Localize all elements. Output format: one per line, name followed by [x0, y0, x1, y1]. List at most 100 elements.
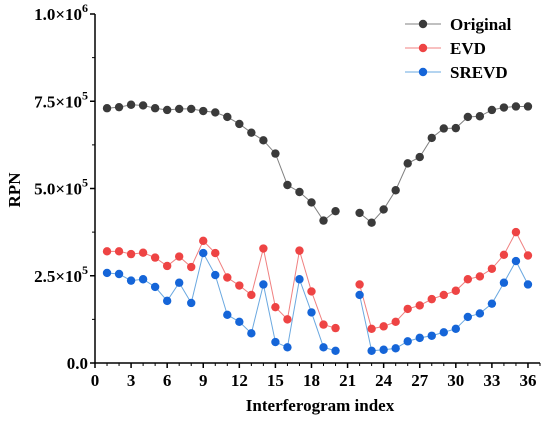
y-tick-label: 5.0×105: [34, 176, 88, 199]
x-tick-label: 30: [447, 371, 464, 390]
x-axis-ticks: 0 3 6 9 12 15 18 21 24 27 30 33 36: [91, 363, 541, 390]
data-point-original: [355, 208, 364, 218]
data-point-srevd: [150, 282, 160, 292]
legend: Original EVD SREVD: [405, 15, 512, 82]
data-point-original: [174, 104, 184, 114]
data-point-original: [307, 198, 316, 207]
data-point-evd: [415, 301, 424, 310]
data-point-evd: [271, 302, 280, 312]
data-point-original: [511, 102, 521, 111]
data-point-evd: [379, 322, 388, 331]
data-point-srevd: [331, 346, 340, 355]
data-point-evd: [211, 248, 220, 258]
data-point-original: [150, 104, 160, 113]
data-point-original: [331, 206, 340, 216]
data-point-evd: [319, 320, 328, 329]
x-tick-label: 6: [163, 371, 172, 390]
data-point-original: [259, 136, 268, 145]
series-line-srevd: [359, 260, 529, 352]
data-point-srevd: [355, 290, 364, 300]
data-point-evd: [403, 304, 412, 314]
data-point-srevd: [283, 343, 292, 352]
data-point-original: [295, 187, 304, 197]
data-point-evd: [295, 246, 304, 255]
data-point-srevd: [499, 278, 509, 287]
data-point-srevd: [211, 270, 220, 280]
data-point-srevd: [247, 329, 256, 338]
x-tick-label: 12: [231, 371, 248, 390]
data-point-srevd: [427, 331, 436, 340]
data-point-original: [162, 105, 172, 115]
data-point-original: [499, 103, 509, 112]
x-tick-label: 9: [199, 371, 208, 390]
data-point-original: [138, 101, 148, 110]
data-point-evd: [138, 248, 148, 257]
data-point-original: [114, 102, 124, 112]
legend-label-evd: EVD: [450, 39, 486, 58]
x-tick-label: 0: [91, 371, 100, 390]
data-point-original: [367, 218, 376, 227]
data-point-original: [223, 112, 232, 122]
data-point-original: [487, 105, 497, 115]
data-point-srevd: [415, 333, 424, 343]
data-point-evd: [307, 287, 316, 296]
data-point-srevd: [126, 276, 136, 285]
legend-label-srevd: SREVD: [450, 63, 508, 82]
data-point-original: [475, 112, 485, 121]
data-point-original: [102, 104, 112, 113]
y-tick-label: 0.0: [67, 354, 88, 373]
data-point-original: [379, 205, 388, 214]
data-point-evd: [355, 280, 364, 289]
data-point-srevd: [307, 308, 316, 317]
legend-marker-srevd: [418, 67, 428, 77]
data-point-evd: [162, 261, 172, 271]
x-tick-label: 24: [375, 371, 393, 390]
data-point-srevd: [367, 346, 376, 355]
data-point-original: [271, 149, 280, 158]
y-tick-label: 2.5×105: [34, 263, 88, 286]
data-point-original: [247, 128, 256, 137]
series-line-original: [106, 104, 336, 222]
data-point-original: [391, 186, 400, 195]
data-point-evd: [523, 251, 533, 260]
data-point-srevd: [114, 269, 124, 279]
data-point-srevd: [379, 345, 388, 354]
data-point-srevd: [199, 248, 208, 258]
data-point-srevd: [319, 343, 328, 352]
data-point-evd: [511, 227, 521, 237]
data-point-original: [415, 152, 424, 162]
data-point-srevd: [162, 296, 172, 306]
data-point-original: [211, 108, 220, 117]
data-point-evd: [114, 247, 124, 256]
data-point-evd: [427, 294, 436, 304]
data-point-original: [439, 124, 448, 133]
data-point-original: [187, 104, 196, 114]
data-point-srevd: [463, 312, 473, 322]
data-point-original: [403, 159, 412, 168]
data-point-srevd: [475, 309, 485, 318]
data-point-srevd: [487, 299, 497, 308]
data-point-original: [319, 216, 328, 225]
data-point-srevd: [391, 344, 400, 353]
data-point-evd: [223, 273, 232, 282]
data-point-evd: [463, 275, 473, 284]
x-tick-label: 15: [267, 371, 284, 390]
legend-marker-evd: [418, 43, 428, 53]
data-point-srevd: [523, 280, 533, 289]
data-point-srevd: [403, 337, 412, 346]
data-point-evd: [487, 264, 497, 273]
data-point-evd: [174, 252, 184, 261]
data-point-evd: [187, 262, 196, 272]
x-tick-label: 18: [303, 371, 320, 390]
series-layer: [102, 100, 533, 355]
y-tick-label: 1.0×106: [34, 1, 88, 24]
data-point-original: [199, 106, 208, 116]
x-tick-label: 21: [339, 371, 356, 390]
x-axis-title: Interferogram index: [246, 396, 395, 415]
data-point-srevd: [187, 298, 196, 308]
legend-label-original: Original: [450, 15, 512, 34]
data-point-original: [427, 133, 436, 143]
data-point-original: [523, 102, 533, 111]
data-point-evd: [102, 247, 112, 256]
data-point-evd: [259, 244, 268, 253]
